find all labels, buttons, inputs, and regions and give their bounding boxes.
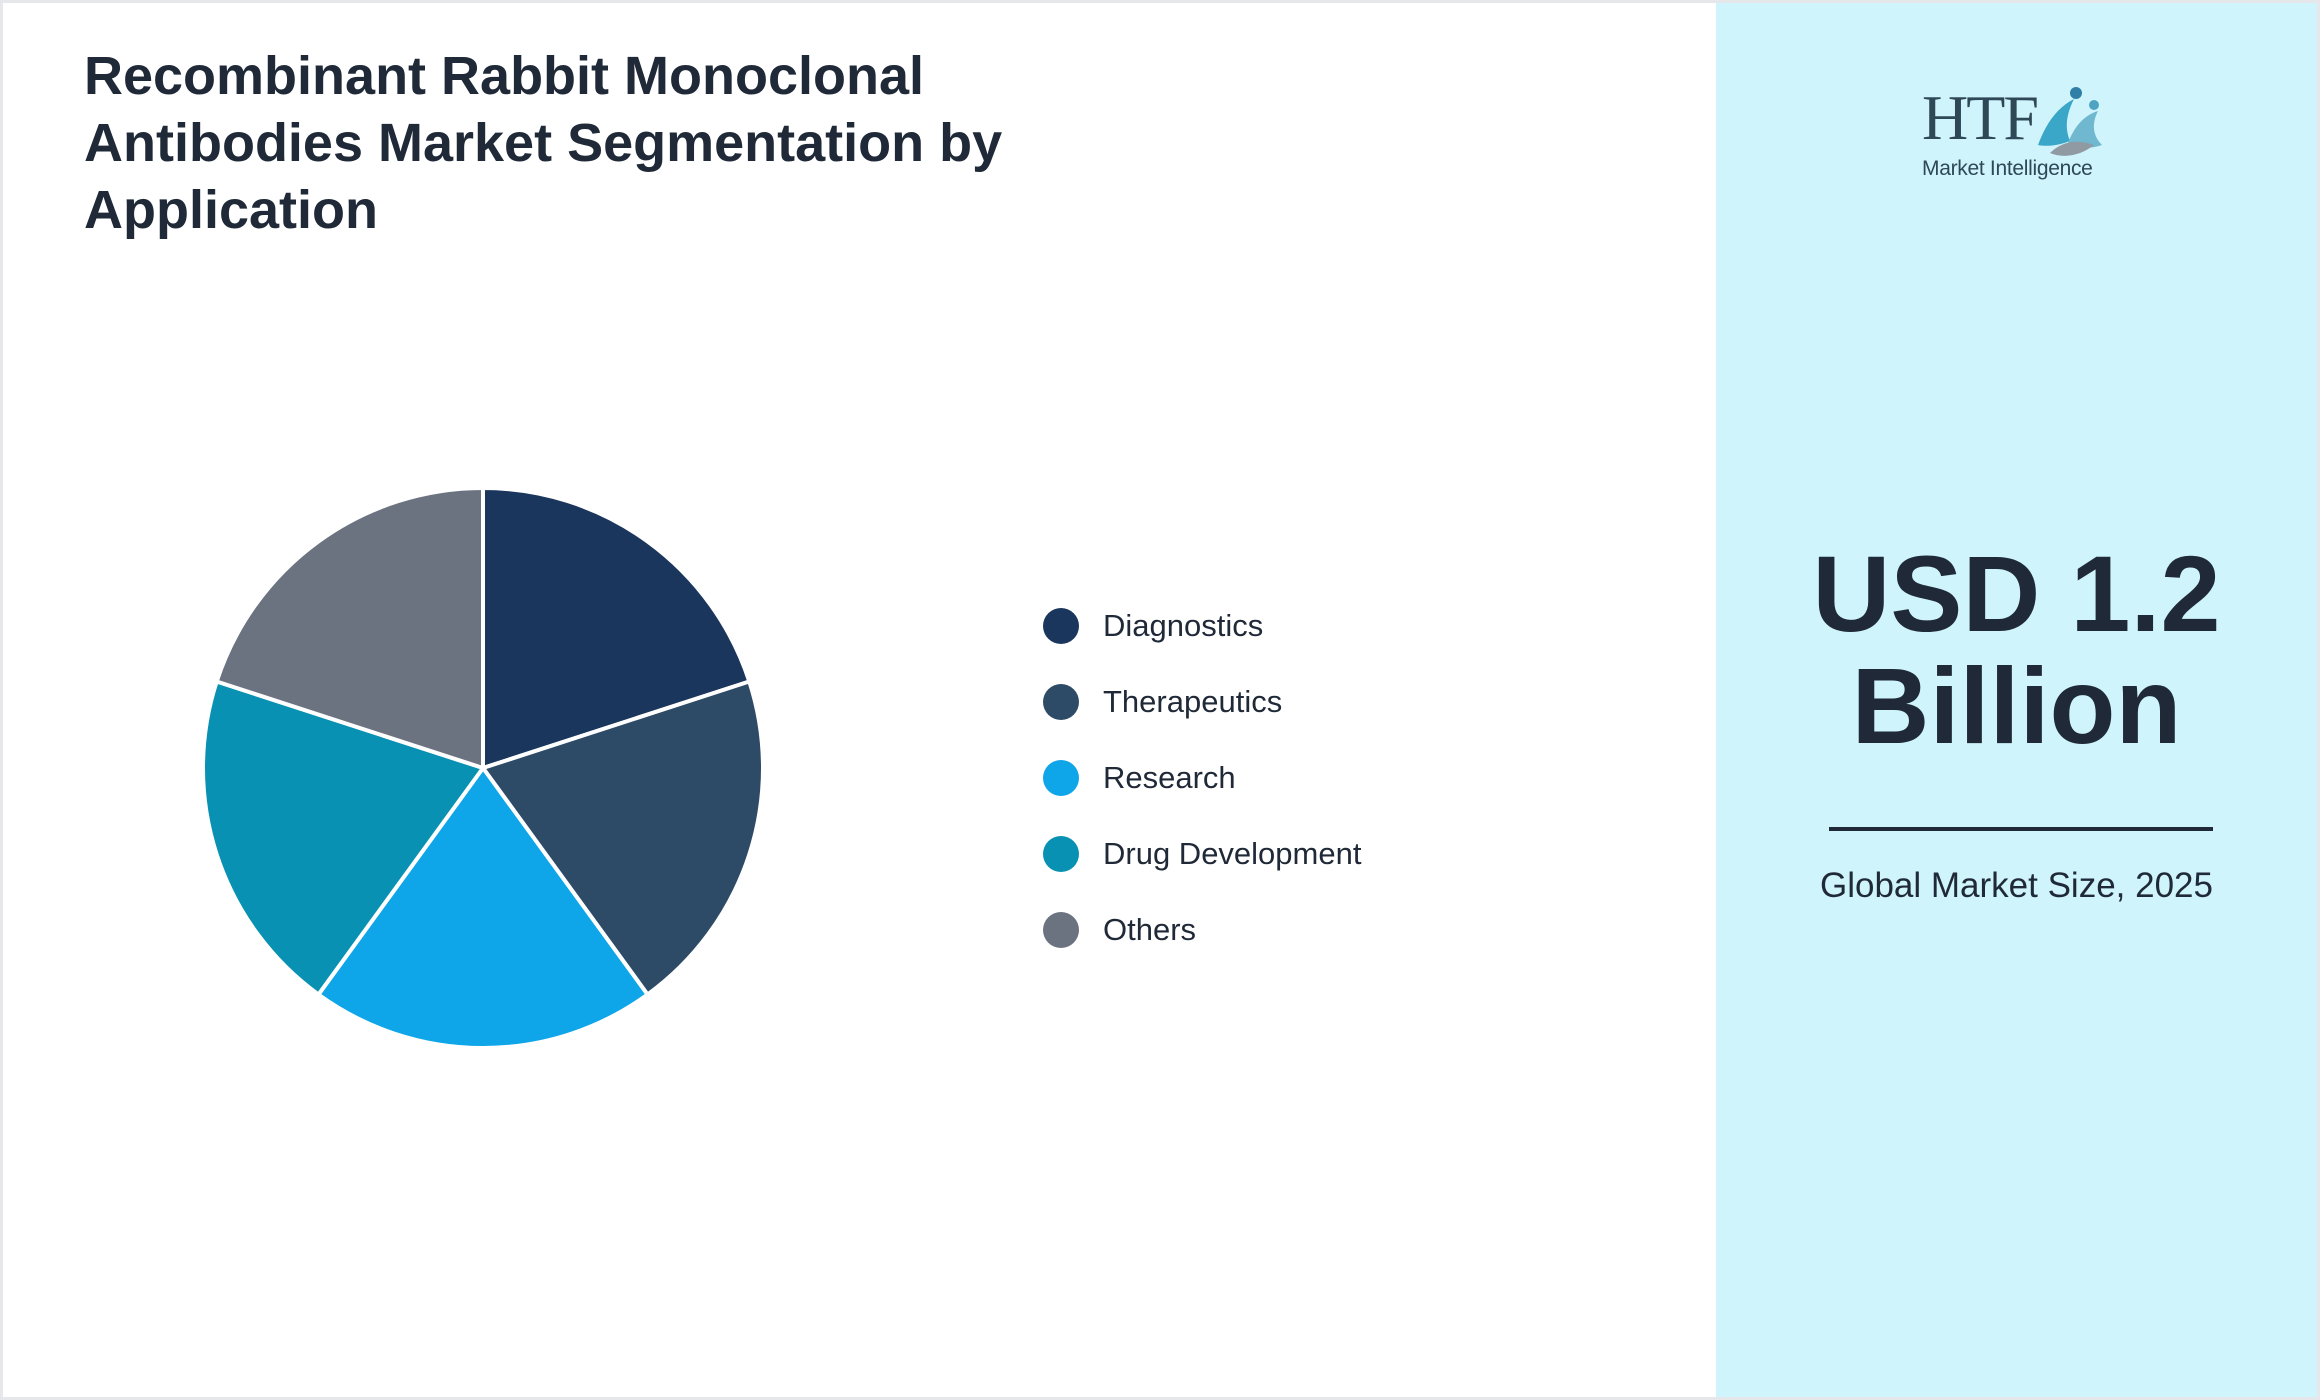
legend-swatch [1043,760,1079,796]
legend-swatch [1043,912,1079,948]
legend-label: Others [1103,912,1197,947]
pie-slice-diagnostics [481,486,752,770]
market-size-panel: HTF Market Intelligence USD 1.2 Billion … [1716,3,2317,1397]
logo-emblem-icon [2038,87,2102,156]
pie-slice-research [316,766,650,1050]
market-size-caption: Global Market Size, 2025 [1820,866,2213,905]
market-size-value: USD 1.2 Billion [1812,533,2221,766]
legend-item-research: Research [1043,740,1361,816]
pie-slice-drug-development [201,679,485,997]
legend-label: Research [1103,760,1236,795]
htf-logo: HTF Market Intelligence [1922,79,2110,189]
legend-swatch [1043,836,1079,872]
page-title: Recombinant Rabbit Monoclonal Antibodies… [84,46,1003,240]
pie-slice-therapeutics [481,679,765,997]
legend-item-diagnostics: Diagnostics [1043,588,1361,664]
report-card: Recombinant Rabbit Monoclonal Antibodies… [3,3,2317,1397]
legend-item-others: Others [1043,892,1361,968]
legend-item-drug-development: Drug Development [1043,816,1361,892]
legend-item-therapeutics: Therapeutics [1043,664,1361,740]
legend-label: Diagnostics [1103,608,1264,643]
pie-slice-others [214,486,485,770]
chart-legend: Diagnostics Therapeutics Research Drug Deve… [1043,588,1361,968]
legend-label: Drug Development [1103,836,1362,871]
logo-tagline: Market Intelligence [1922,157,2093,180]
chart-panel: Recombinant Rabbit Monoclonal Antibodies… [3,3,1716,1397]
pie-chart [201,486,765,1050]
logo-wordmark: HTF [1922,82,2039,153]
divider [1829,827,2213,831]
legend-swatch [1043,684,1079,720]
legend-label: Therapeutics [1103,684,1283,719]
legend-swatch [1043,608,1079,644]
